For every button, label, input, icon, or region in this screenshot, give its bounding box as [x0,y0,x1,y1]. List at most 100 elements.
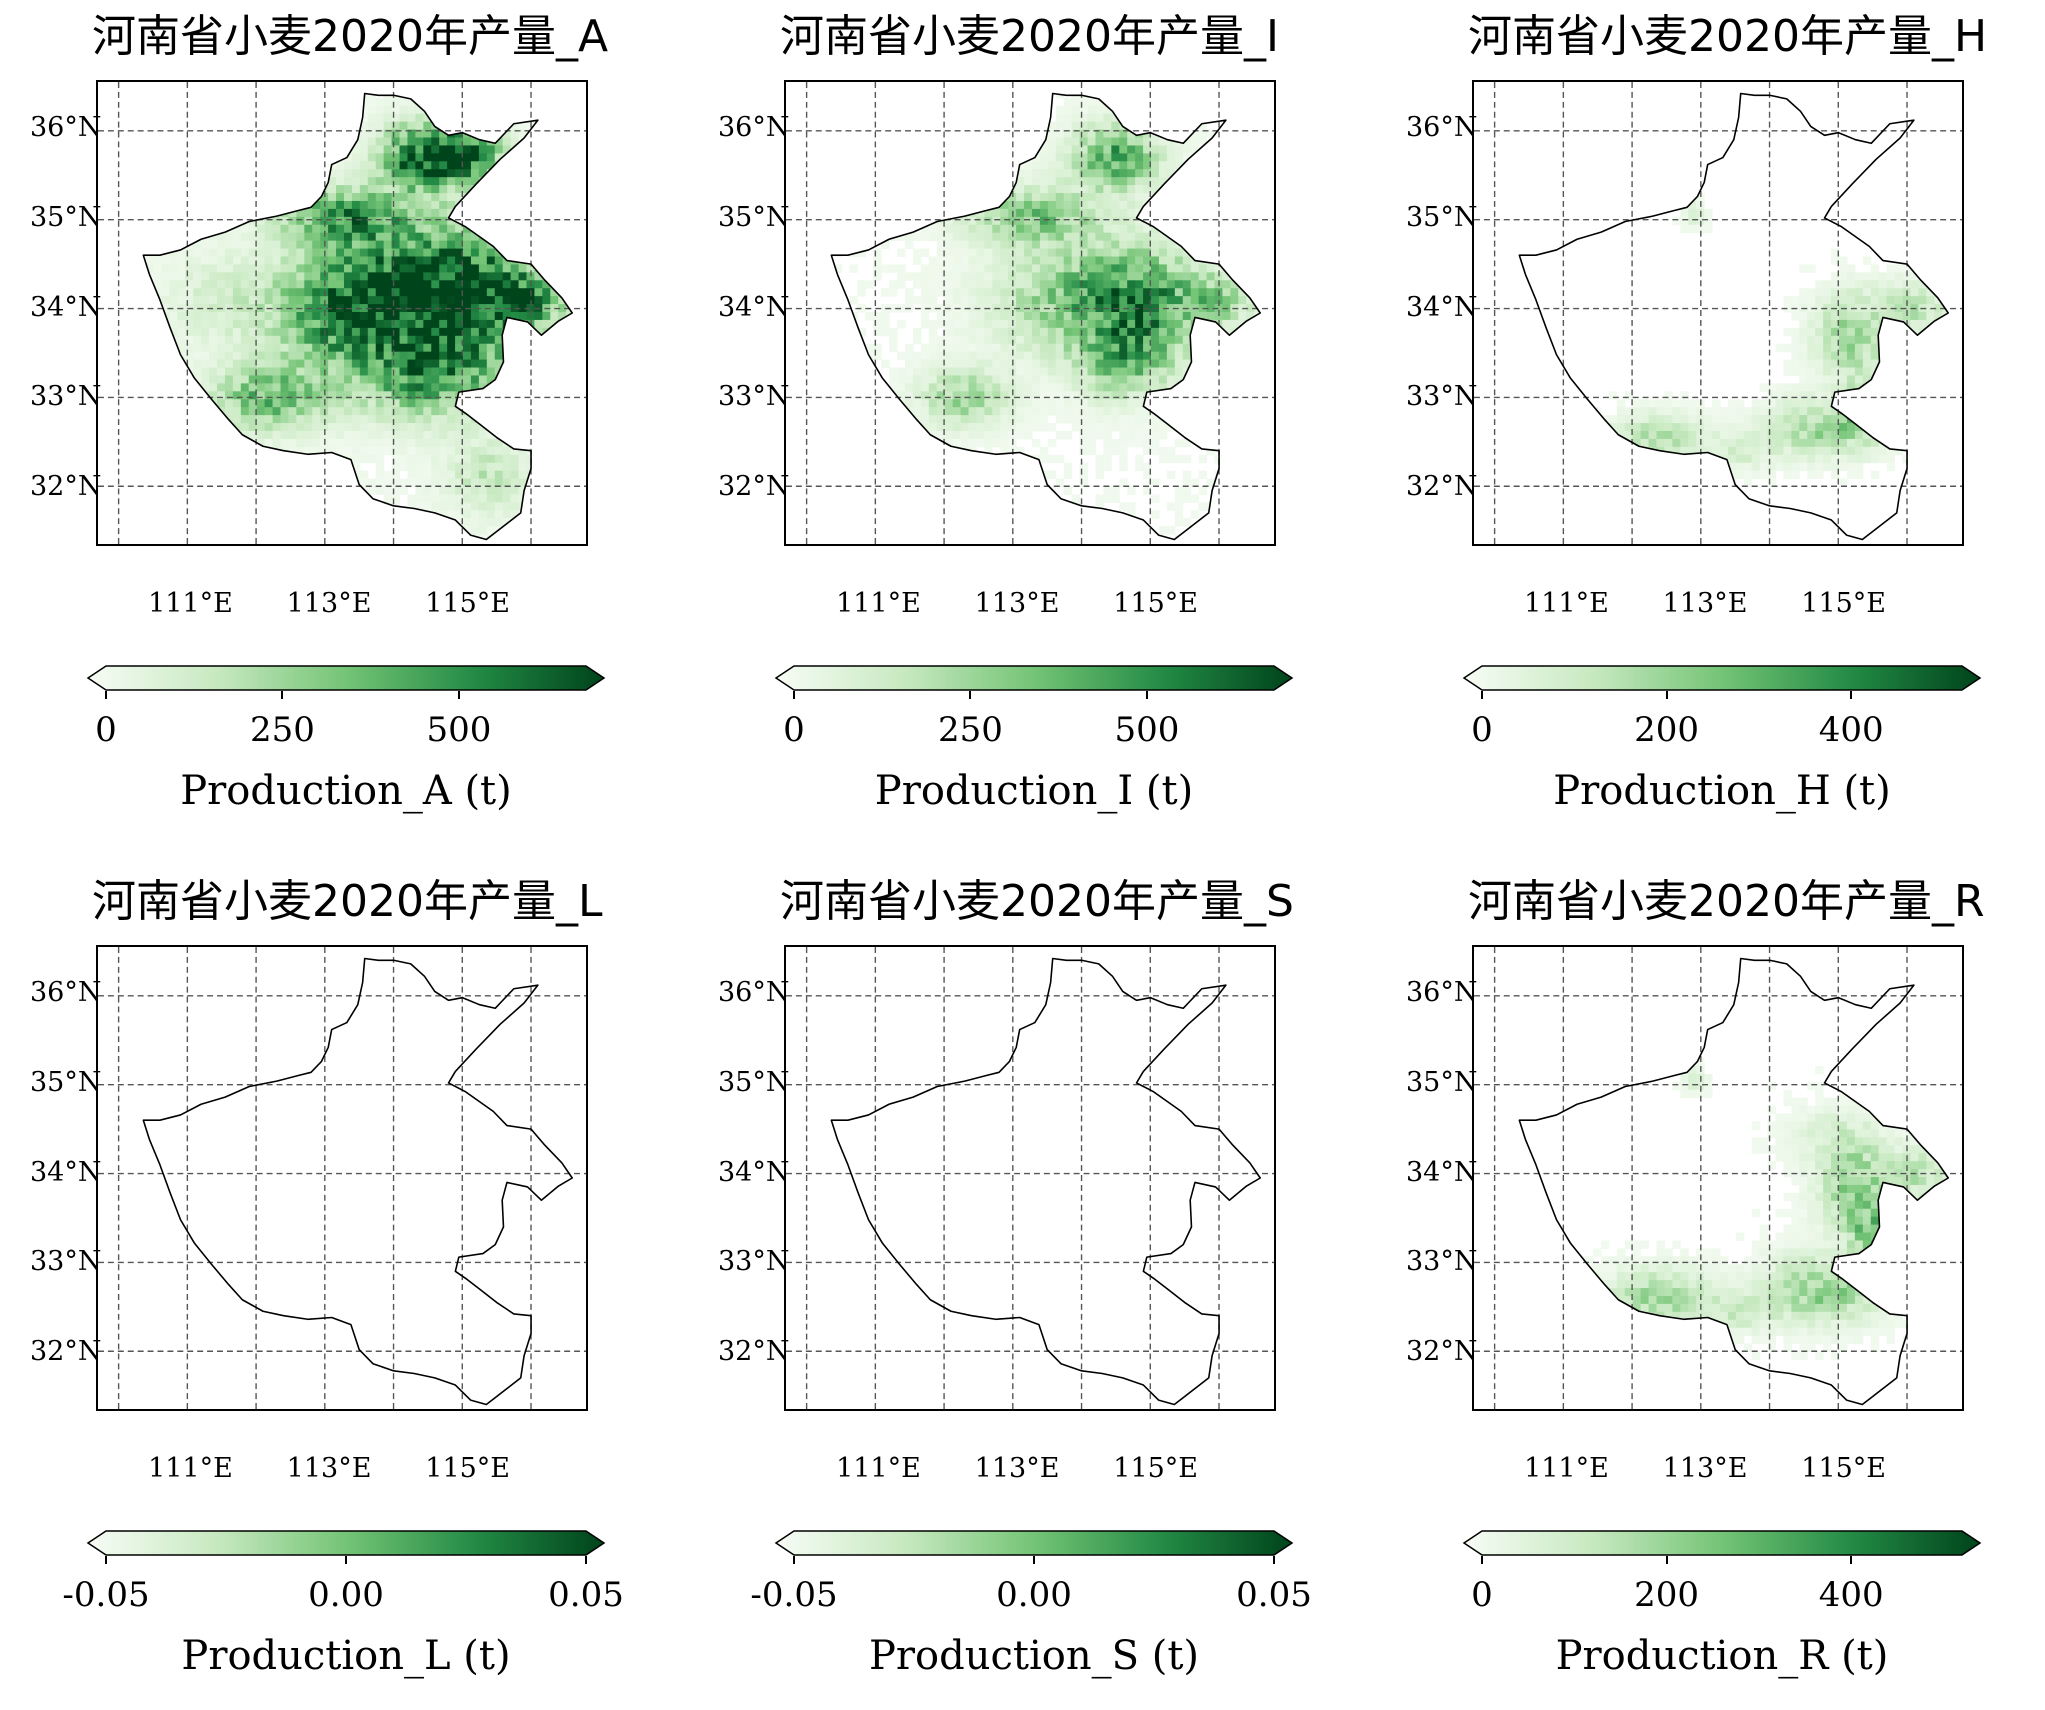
lat-label: 35°N [718,201,790,233]
production-raster [1569,193,1949,487]
map-panel-A: 河南省小麦2020年产量_A 36°N 35°N 34°N 33°N 32°N 111°E 1… [0,0,660,820]
lon-label: 115°E [1801,588,1887,619]
lon-label: 113°E [286,1453,372,1484]
colorbar-tick-label: 0.05 [548,1575,624,1615]
colorbar-label: Production_S (t) [869,1633,1199,1679]
map-frame [1472,945,1964,1411]
lat-label: 33°N [30,381,102,413]
colorbar [1462,665,1982,691]
lat-label: 36°N [30,977,102,1009]
map-panel-S: 河南省小麦2020年产量_S 36°N 35°N 34°N 33°N 32°N 111°E 1… [688,865,1348,1685]
lon-label: 115°E [1113,588,1199,619]
colorbar-tick-label: 0 [95,710,117,750]
lat-label: 34°N [30,1156,102,1188]
colorbar-gradient [774,1530,1294,1556]
lat-label: 35°N [718,1066,790,1098]
colorbar-tick-mark [345,1556,347,1564]
panel-title: 河南省小麦2020年产量_I [780,11,1279,62]
lat-label: 32°N [30,470,102,502]
lat-label: 33°N [718,1246,790,1278]
lon-label: 113°E [1662,588,1748,619]
colorbar-tick-label: 500 [426,710,492,750]
colorbar-tick-mark [1145,691,1148,699]
lat-label: 34°N [1406,1156,1478,1188]
colorbar-tick-label: -0.05 [750,1575,838,1615]
lat-label: 36°N [1406,112,1478,144]
colorbar-tick-mark [585,1556,587,1564]
lat-label: 35°N [30,201,102,233]
map-frame [784,945,1276,1411]
panel-title: 河南省小麦2020年产量_R [1468,876,1985,927]
colorbar-tick-mark [1665,1556,1668,1564]
map-panel-L: 河南省小麦2020年产量_L 36°N 35°N 34°N 33°N 32°N 111°E 1… [0,865,660,1685]
lat-label: 34°N [718,291,790,323]
colorbar-tick-mark [105,1556,107,1564]
lat-label: 34°N [1406,291,1478,323]
colorbar-tick-mark [1850,691,1853,699]
colorbar-tick-label: 0 [1471,710,1493,750]
colorbar-tick-mark [1665,691,1668,699]
production-raster [1519,1058,1949,1368]
province-boundary [1518,957,1950,1406]
colorbar-label: Production_R (t) [1555,1633,1889,1679]
lon-label: 111°E [148,1453,233,1484]
colorbar-tick-label: 0.05 [1236,1575,1312,1615]
map-svg [1474,947,1962,1409]
colorbar-tick-label: 250 [250,710,315,750]
colorbar-tick-mark [1850,1556,1853,1564]
colorbar-gradient [86,665,606,691]
colorbar-gradient [774,665,1294,691]
lon-label: 111°E [1524,1453,1609,1484]
lat-label: 32°N [718,1335,790,1367]
colorbar-tick-mark [969,691,972,699]
lon-label: 115°E [1801,1453,1887,1484]
lat-label: 33°N [1406,381,1478,413]
colorbar-tick-label: 0.00 [996,1575,1072,1615]
lat-label: 32°N [30,1335,102,1367]
panel-title: 河南省小麦2020年产量_S [780,876,1294,927]
colorbar-label: Production_A (t) [180,768,512,814]
lat-label: 33°N [1406,1246,1478,1278]
province-boundary [830,957,1262,1406]
colorbar-tick-mark [105,691,107,699]
colorbar-tick-label: 200 [1634,710,1700,750]
colorbar-label: Production_I (t) [874,768,1194,814]
map-svg [786,947,1274,1409]
graticule [1474,947,1962,1409]
colorbar-label: Production_L (t) [181,1633,511,1679]
lat-label: 33°N [30,1246,102,1278]
map-svg [1474,82,1962,544]
lat-label: 32°N [718,470,790,502]
province-boundary [1518,92,1950,541]
colorbar-tick-label: 200 [1634,1575,1700,1615]
colorbar-tick-label: -0.05 [62,1575,150,1615]
colorbar-tick-label: 400 [1818,1575,1884,1615]
colorbar-gradient [86,1530,606,1556]
colorbar-tick-mark [281,691,284,699]
panel-title: 河南省小麦2020年产量_A [92,11,609,62]
province-boundary [142,957,574,1406]
colorbar [774,1530,1294,1556]
lat-label: 32°N [1406,470,1478,502]
colorbar-tick-label: 0.00 [308,1575,384,1615]
colorbar [774,665,1294,691]
colorbar-tick-mark [1481,691,1483,699]
province-boundary [142,92,574,541]
lon-label: 115°E [425,1453,511,1484]
lon-label: 113°E [974,1453,1060,1484]
graticule [98,82,586,544]
lat-label: 34°N [30,291,102,323]
production-raster [831,93,1261,540]
map-panel-I: 河南省小麦2020年产量_I 36°N 35°N 34°N 33°N 32°N 111°E 1… [688,0,1348,820]
lat-label: 36°N [718,977,790,1009]
colorbar-tick-label: 250 [938,710,1003,750]
map-frame [96,80,588,546]
colorbar-tick-mark [1481,1556,1483,1564]
colorbar-tick-mark [793,691,795,699]
lat-label: 35°N [1406,1066,1478,1098]
lat-label: 36°N [718,112,790,144]
lon-label: 113°E [1662,1453,1748,1484]
map-svg [98,947,586,1409]
map-frame [1472,80,1964,546]
lon-label: 111°E [148,588,233,619]
